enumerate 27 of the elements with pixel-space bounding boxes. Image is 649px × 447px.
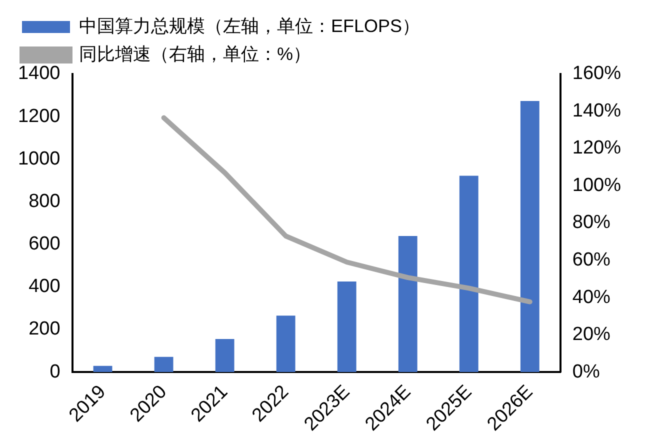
y-tick-label: 0 xyxy=(50,361,60,382)
y2-tick-label: 20% xyxy=(572,324,611,346)
y2-tick-label: 140% xyxy=(572,100,622,122)
y-tick-label: 1400 xyxy=(18,63,60,84)
y-tick-label: 1200 xyxy=(18,106,60,127)
bar xyxy=(215,339,234,372)
bar xyxy=(459,176,478,372)
y2-tick-label: 100% xyxy=(572,174,622,196)
y2-tick-label: 160% xyxy=(572,63,622,84)
bar xyxy=(276,316,296,372)
y-tick-label: 400 xyxy=(28,276,60,298)
y-tick-label: 600 xyxy=(28,234,60,255)
y-tick-label: 800 xyxy=(28,190,60,212)
bar xyxy=(520,101,540,372)
legend-label: 中国算力总规模（左轴，单位：EFLOPS） xyxy=(79,16,420,36)
bar xyxy=(154,356,174,372)
y2-tick-label: 40% xyxy=(572,286,611,308)
y-tick-label: 200 xyxy=(28,318,60,340)
bar xyxy=(398,236,418,372)
legend-label: 同比增速（右轴，单位：%） xyxy=(79,44,312,64)
y2-tick-label: 120% xyxy=(572,138,622,159)
y2-tick-label: 0% xyxy=(572,361,600,382)
y-tick-label: 1000 xyxy=(18,148,60,170)
bar xyxy=(93,366,112,372)
bar xyxy=(337,282,356,372)
y2-tick-label: 60% xyxy=(572,250,611,271)
y2-tick-label: 80% xyxy=(572,212,611,234)
